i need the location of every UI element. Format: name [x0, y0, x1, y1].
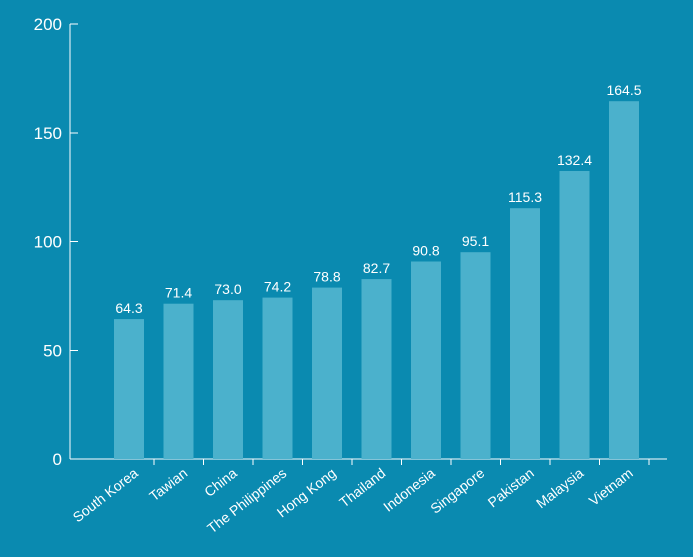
bar — [114, 319, 144, 459]
bar — [163, 303, 194, 459]
bars — [114, 101, 639, 459]
y-tick-label: 150 — [34, 124, 62, 143]
category-label: Malaysia — [533, 465, 587, 512]
y-axis: 0 50 100 150 200 — [34, 15, 78, 469]
category-label: Pakistan — [485, 465, 537, 511]
y-tick-label: 200 — [34, 15, 62, 34]
category-label: South Korea — [70, 465, 141, 526]
y-tick-label: 50 — [43, 341, 62, 360]
y-tick-label: 100 — [34, 233, 62, 252]
bar — [361, 279, 392, 459]
bar — [213, 300, 243, 459]
category-label: Tawian — [146, 465, 190, 504]
bar — [312, 287, 342, 459]
value-label: 90.8 — [412, 243, 439, 259]
bar — [559, 171, 590, 459]
bar — [460, 252, 491, 459]
bar — [510, 208, 540, 459]
value-label: 132.4 — [557, 152, 592, 168]
value-label: 115.3 — [508, 189, 542, 205]
bar — [262, 297, 293, 459]
value-label: 78.8 — [313, 269, 340, 285]
value-label: 164.5 — [606, 82, 641, 98]
value-label: 64.3 — [115, 300, 142, 316]
category-label: Singapore — [427, 465, 487, 517]
y-tick-label: 0 — [53, 450, 62, 469]
bar — [411, 261, 441, 459]
category-label: Vietnam — [586, 465, 636, 509]
value-label: 71.4 — [165, 285, 192, 301]
value-label: 73.0 — [214, 281, 241, 297]
value-label: 82.7 — [363, 260, 390, 276]
category-label: China — [201, 465, 240, 500]
value-label: 95.1 — [462, 233, 489, 249]
bar — [609, 101, 639, 459]
value-labels: 64.3 71.4 73.0 74.2 78.8 82.7 90.8 95.1 115.3 132… — [115, 82, 641, 316]
x-axis — [70, 458, 667, 465]
value-label: 74.2 — [264, 279, 291, 295]
